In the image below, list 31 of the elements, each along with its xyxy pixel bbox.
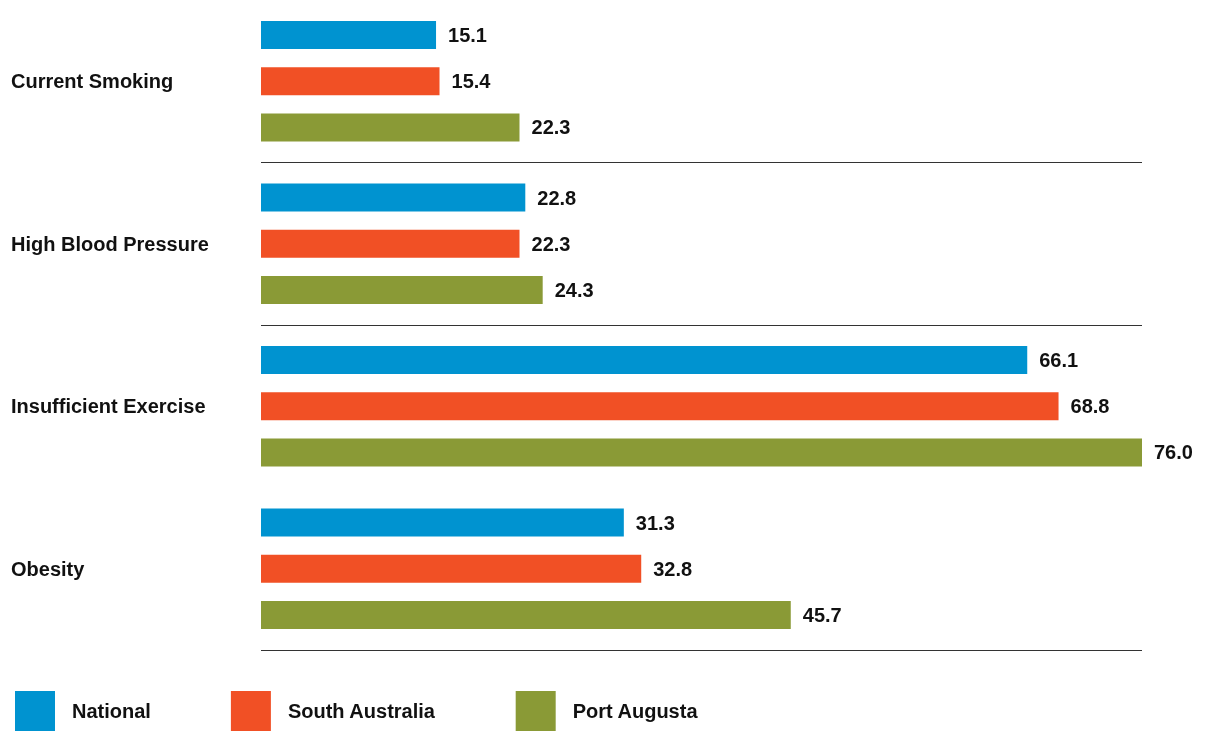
y-tick-label: Insufficient Exercise (11, 395, 206, 418)
y-tick-label: Current Smoking (11, 70, 174, 93)
bar (261, 600, 791, 629)
y-tick-label: Obesity (11, 557, 86, 580)
bar (261, 67, 440, 96)
data-label: 15.4 (451, 70, 492, 93)
y-tick-label: High Blood Pressure (11, 232, 209, 255)
bar (261, 438, 1142, 467)
bar (261, 113, 520, 142)
legend-label: National (72, 700, 151, 722)
data-label: 22.3 (531, 232, 571, 255)
data-label: 22.8 (537, 186, 577, 209)
data-label: 45.7 (802, 603, 842, 626)
data-label: 32.8 (653, 557, 693, 580)
bar (261, 346, 1028, 375)
data-label: 66.1 (1039, 349, 1079, 372)
data-label: 22.3 (531, 116, 571, 139)
bar (261, 554, 642, 583)
data-label: 15.1 (448, 24, 487, 47)
legend-label: Port Augusta (572, 700, 699, 722)
bar (261, 183, 526, 212)
bar (261, 508, 624, 537)
bar (261, 229, 520, 258)
data-label: 24.3 (554, 278, 594, 301)
data-label: 68.8 (1070, 395, 1110, 418)
bar (261, 392, 1059, 421)
data-label: 76.0 (1154, 441, 1193, 464)
legend-label: South Australia (287, 700, 436, 722)
data-label: 31.3 (635, 511, 675, 534)
bar (261, 275, 543, 304)
bar (261, 21, 437, 50)
